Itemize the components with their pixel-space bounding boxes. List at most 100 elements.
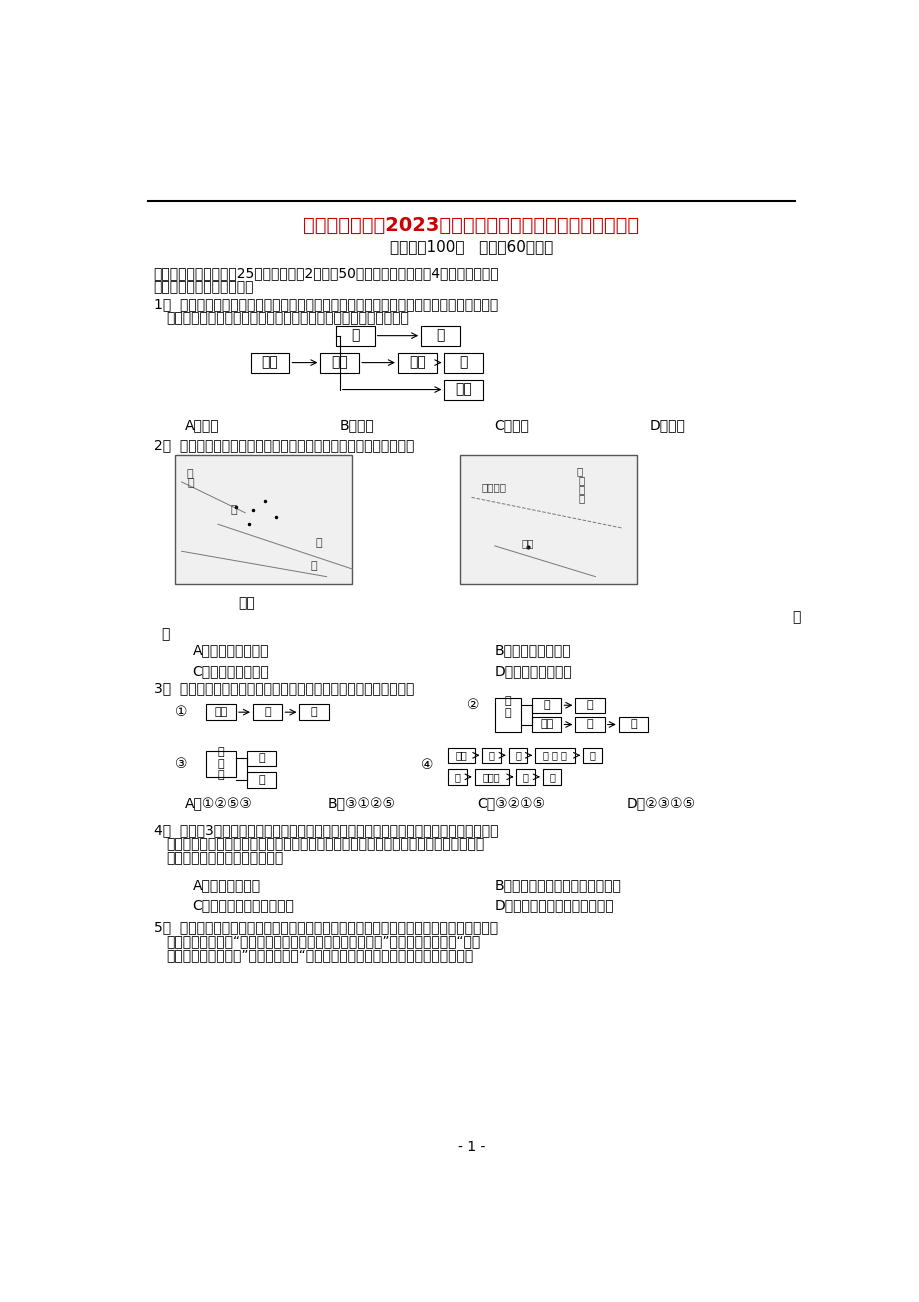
Text: 支郡: 支郡 — [408, 355, 425, 370]
Text: D．元朝: D．元朝 — [649, 418, 685, 432]
FancyBboxPatch shape — [246, 772, 276, 788]
Text: A．西周: A．西周 — [185, 418, 219, 432]
Text: 1．  某同学在上大学先修课中国古代文化时，在周振鹤的《中国历代行政区划的变迁》一书: 1． 某同学在上大学先修课中国古代文化时，在周振鹤的《中国历代行政区划的变迁》一… — [153, 297, 497, 311]
FancyBboxPatch shape — [335, 326, 374, 345]
Text: 一、单选题（本大题共25小题，每小题2分，共50分。在每小题给出的4个选项中，只有: 一、单选题（本大题共25小题，每小题2分，共50分。在每小题给出的4个选项中，只… — [153, 267, 499, 280]
Text: 行: 行 — [578, 484, 584, 495]
Text: 中央: 中央 — [261, 355, 278, 370]
FancyBboxPatch shape — [574, 717, 604, 732]
Text: 县: 县 — [436, 328, 444, 342]
Text: 省: 省 — [578, 493, 584, 504]
Text: 河: 河 — [186, 469, 192, 479]
Text: 江: 江 — [310, 561, 316, 572]
FancyBboxPatch shape — [444, 353, 482, 372]
Text: 县: 县 — [586, 700, 593, 711]
Text: 州: 州 — [522, 772, 528, 783]
Text: A．①②⑤③: A．①②⑤③ — [185, 797, 253, 811]
FancyBboxPatch shape — [206, 704, 235, 720]
Text: 郡: 郡 — [264, 707, 271, 717]
FancyBboxPatch shape — [583, 747, 601, 763]
FancyBboxPatch shape — [531, 717, 561, 732]
Text: 3．  下列中国古代主要行政区划的示意图，按出现时间排序正确的是: 3． 下列中国古代主要行政区划的示意图，按出现时间排序正确的是 — [153, 681, 414, 695]
Text: 行: 行 — [488, 750, 494, 760]
FancyBboxPatch shape — [482, 747, 501, 763]
FancyBboxPatch shape — [574, 698, 604, 713]
Text: （满分：100分   时间：60分钟）: （满分：100分 时间：60分钟） — [390, 240, 552, 255]
Text: 府 或 州: 府 或 州 — [543, 750, 566, 760]
Text: A．保护私有财产: A．保护私有财产 — [192, 879, 260, 892]
Text: B．秦朝: B．秦朝 — [339, 418, 374, 432]
Text: 中央: 中央 — [214, 707, 228, 717]
FancyBboxPatch shape — [250, 353, 289, 372]
Text: 辽: 辽 — [576, 466, 583, 475]
Text: 郡: 郡 — [351, 328, 359, 342]
Text: 牲畜的最高价格赔偿受害人；若某人非法损害了另一人的物品，应以近三年该物品的最: 牲畜的最高价格赔偿受害人；若某人非法损害了另一人的物品，应以近三年该物品的最 — [166, 837, 484, 852]
Text: 水: 水 — [187, 478, 194, 488]
FancyBboxPatch shape — [508, 747, 527, 763]
Text: 路: 路 — [515, 750, 520, 760]
Text: C．③②①⑤: C．③②①⑤ — [477, 797, 545, 811]
Text: - 1 -: - 1 - — [458, 1141, 484, 1155]
Text: 一项是符合题目要求的。）: 一项是符合题目要求的。） — [153, 280, 254, 294]
FancyBboxPatch shape — [618, 717, 648, 732]
Text: 图: 图 — [791, 611, 800, 625]
Text: ①: ① — [175, 706, 187, 719]
Text: 王国: 王国 — [331, 355, 347, 370]
Text: 中看到如图，请问这幅行政区划图描述了哪个时期的地方行政制度: 中看到如图，请问这幅行政区划图描述了哪个时期的地方行政制度 — [166, 311, 409, 326]
Text: 2．  下图中，图一和图二标示的两个王朝实行的地方管理制度分别是: 2． 下图中，图一和图二标示的两个王朝实行的地方管理制度分别是 — [153, 437, 414, 452]
Text: 5．  有一次陶片放逐法，雅典政界大人物阿里斯德岱斯到现场观看，被一个男人叫住，他递: 5． 有一次陶片放逐法，雅典政界大人物阿里斯德岱斯到现场观看，被一个男人叫住，他… — [153, 921, 497, 934]
Text: B．③①②⑤: B．③①②⑤ — [328, 797, 396, 811]
Text: 县: 县 — [258, 754, 265, 763]
FancyBboxPatch shape — [246, 751, 276, 766]
Text: 水: 水 — [315, 538, 322, 548]
Text: B．郡县制与封国制: B．郡县制与封国制 — [494, 643, 571, 658]
Text: 道他做了什么坏事？”那人回答说：“我都不知道他长得什么样，只是大家都在说他: 道他做了什么坏事？”那人回答说：“我都不知道他长得什么样，只是大家都在说他 — [166, 948, 473, 962]
Text: 镐: 镐 — [230, 505, 236, 516]
Text: D．②③①⑤: D．②③①⑤ — [626, 797, 695, 811]
FancyBboxPatch shape — [299, 704, 329, 720]
Text: 甘肃省天水一中2023学年高一历史上学期第二学段考试试题: 甘肃省天水一中2023学年高一历史上学期第二学段考试试题 — [303, 216, 639, 236]
FancyBboxPatch shape — [494, 698, 520, 732]
Text: 县: 县 — [311, 707, 317, 717]
Text: 县: 县 — [460, 355, 468, 370]
Text: 县: 县 — [549, 772, 554, 783]
FancyBboxPatch shape — [397, 353, 437, 372]
FancyBboxPatch shape — [206, 751, 235, 777]
FancyBboxPatch shape — [474, 769, 508, 785]
FancyBboxPatch shape — [516, 769, 535, 785]
Text: C．分封制与刺史制: C．分封制与刺史制 — [192, 664, 269, 678]
Text: 郡: 郡 — [258, 775, 265, 785]
FancyBboxPatch shape — [421, 326, 460, 345]
FancyBboxPatch shape — [253, 704, 282, 720]
FancyBboxPatch shape — [448, 769, 466, 785]
Text: 侯国: 侯国 — [455, 383, 471, 397]
Text: C．汉初: C．汉初 — [494, 418, 529, 432]
FancyBboxPatch shape — [535, 747, 574, 763]
Text: 中
央: 中 央 — [504, 697, 511, 717]
Text: A．分封制与行省制: A．分封制与行省制 — [192, 643, 268, 658]
Text: 阳: 阳 — [578, 475, 584, 486]
Bar — [460, 454, 636, 585]
FancyBboxPatch shape — [531, 698, 561, 713]
Text: 县: 县 — [630, 720, 636, 729]
Text: 高价赔偿之。该规定说明罗马法: 高价赔偿之。该规定说明罗马法 — [166, 850, 283, 865]
Text: 上一枚陶片，说：“你能帮我写上阿里斯德岱斯的名字吗？”阿里斯德岱斯问：“你知: 上一枚陶片，说：“你能帮我写上阿里斯德岱斯的名字吗？”阿里斯德岱斯问：“你知 — [166, 934, 480, 948]
Text: 郡: 郡 — [586, 720, 593, 729]
Text: 诸
侯
国: 诸 侯 国 — [218, 747, 224, 780]
Text: 省: 省 — [454, 772, 460, 783]
Text: B．确保公民在法律面前人人平等: B．确保公民在法律面前人人平等 — [494, 879, 621, 892]
Text: 王国: 王国 — [539, 720, 552, 729]
Text: 4．  公元前3世纪，罗马法规定：若某人非法杀死另一人的奴隶或牲畜，应当以去年奴隶或: 4． 公元前3世纪，罗马法规定：若某人非法杀死另一人的奴隶或牲畜，应当以去年奴隶… — [153, 823, 498, 837]
Bar — [176, 454, 352, 585]
FancyBboxPatch shape — [320, 353, 358, 372]
Text: 中央: 中央 — [455, 750, 467, 760]
Text: 县: 县 — [589, 750, 595, 760]
Text: ②: ② — [466, 698, 479, 712]
Text: D．注重维护商业交易的公平性: D．注重维护商业交易的公平性 — [494, 898, 614, 911]
Text: 大都: 大都 — [521, 538, 534, 548]
Text: 郡: 郡 — [543, 700, 550, 711]
Text: 图一: 图一 — [238, 596, 255, 611]
Text: C．扩大了罗马法统治基础: C．扩大了罗马法统治基础 — [192, 898, 294, 911]
FancyBboxPatch shape — [542, 769, 561, 785]
FancyBboxPatch shape — [448, 747, 474, 763]
